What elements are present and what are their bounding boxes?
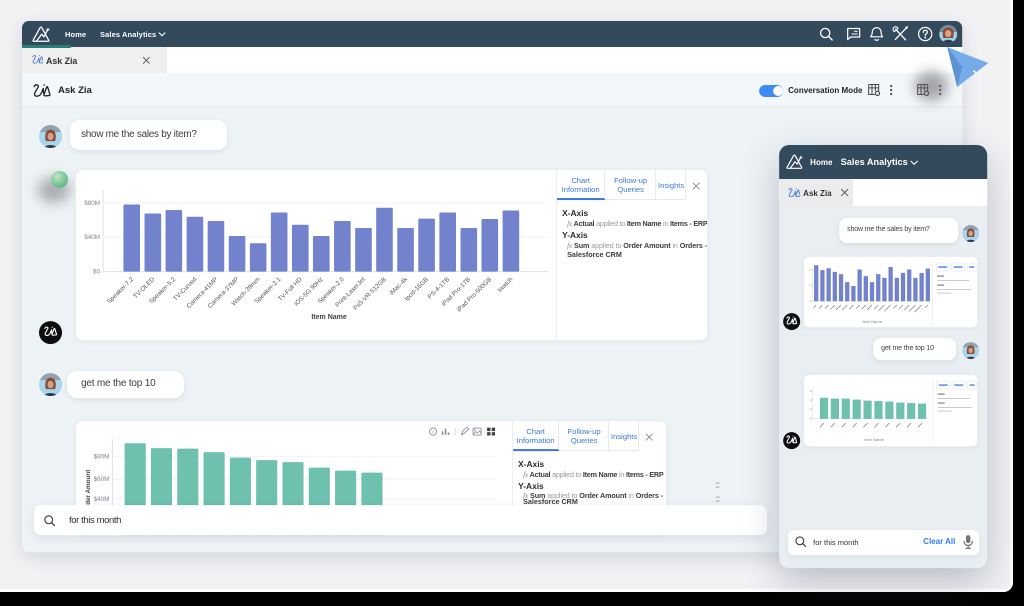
svg-text:Speaker-7.2: Speaker-7.2 bbox=[106, 276, 136, 306]
svg-text:$80M: $80M bbox=[94, 454, 110, 461]
svg-text:Iwatch: Iwatch bbox=[496, 276, 514, 294]
svg-text:Item Name: Item Name bbox=[864, 437, 884, 442]
svg-text:Item Name: Item Name bbox=[862, 319, 882, 324]
svg-text:$80M: $80M bbox=[84, 200, 100, 207]
svg-text:$40M: $40M bbox=[94, 496, 110, 503]
svg-text:$0: $0 bbox=[93, 269, 101, 276]
svg-text:$40M: $40M bbox=[84, 234, 100, 241]
svg-text:Item Name: Item Name bbox=[311, 314, 347, 321]
svg-text:i: i bbox=[432, 430, 433, 436]
svg-text:$60M: $60M bbox=[94, 476, 110, 483]
svg-text:Total Order Amount: Total Order Amount bbox=[85, 469, 92, 529]
